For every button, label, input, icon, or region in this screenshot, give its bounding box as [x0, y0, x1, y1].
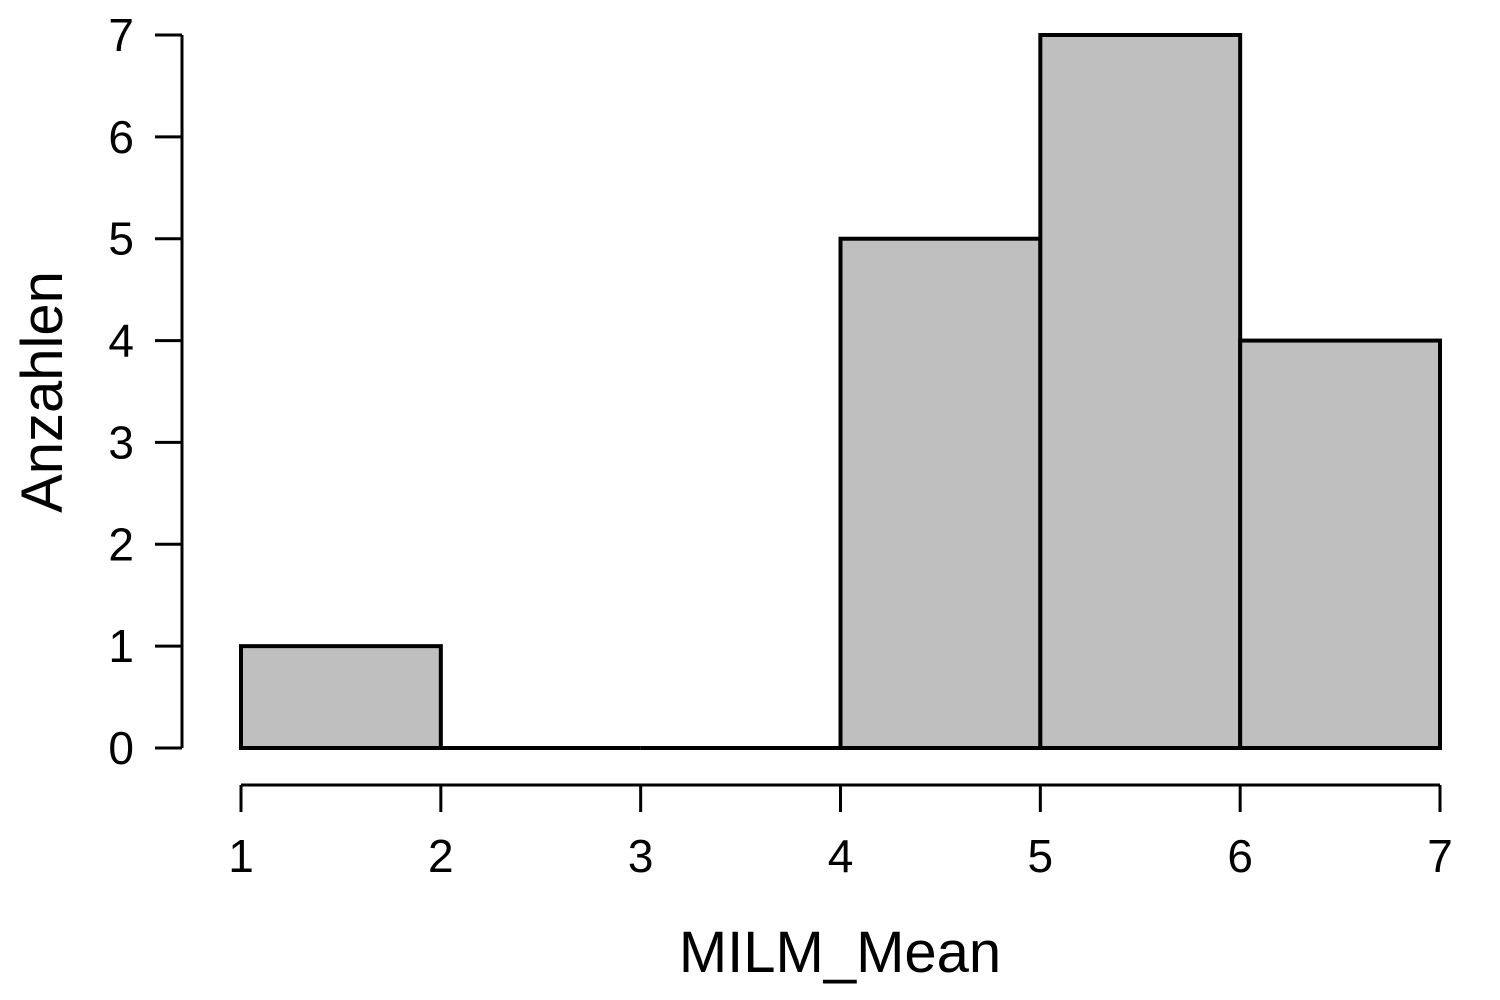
y-tick-label-5: 5 [108, 213, 134, 265]
bar-5 [1238, 338, 1442, 750]
x-tick-label-1: 2 [428, 830, 454, 882]
y-axis-title: Anzahlen [10, 271, 75, 513]
y-tick-label-1: 1 [108, 620, 134, 672]
x-axis: 1 2 3 4 5 6 7 [228, 783, 1453, 882]
bar-0 [239, 644, 443, 751]
y-tick-label-4: 4 [108, 315, 134, 367]
y-axis: 0 1 2 3 4 5 6 7 [108, 9, 184, 774]
x-tick-label-3: 4 [828, 830, 854, 882]
bar-4 [1038, 33, 1243, 750]
x-tick-label-6: 7 [1427, 830, 1453, 882]
bars-group [239, 33, 1442, 751]
bar-3 [838, 236, 1043, 750]
x-tick-label-5: 6 [1227, 830, 1253, 882]
x-axis-title: MILM_Mean [679, 920, 1001, 985]
x-tick-label-4: 5 [1028, 830, 1054, 882]
y-tick-label-6: 6 [108, 111, 134, 163]
y-tick-label-7: 7 [108, 9, 134, 61]
y-tick-label-0: 0 [108, 722, 134, 774]
x-tick-label-2: 3 [628, 830, 654, 882]
x-tick-label-0: 1 [228, 830, 254, 882]
y-tick-label-2: 2 [108, 518, 134, 570]
y-tick-label-3: 3 [108, 416, 134, 468]
